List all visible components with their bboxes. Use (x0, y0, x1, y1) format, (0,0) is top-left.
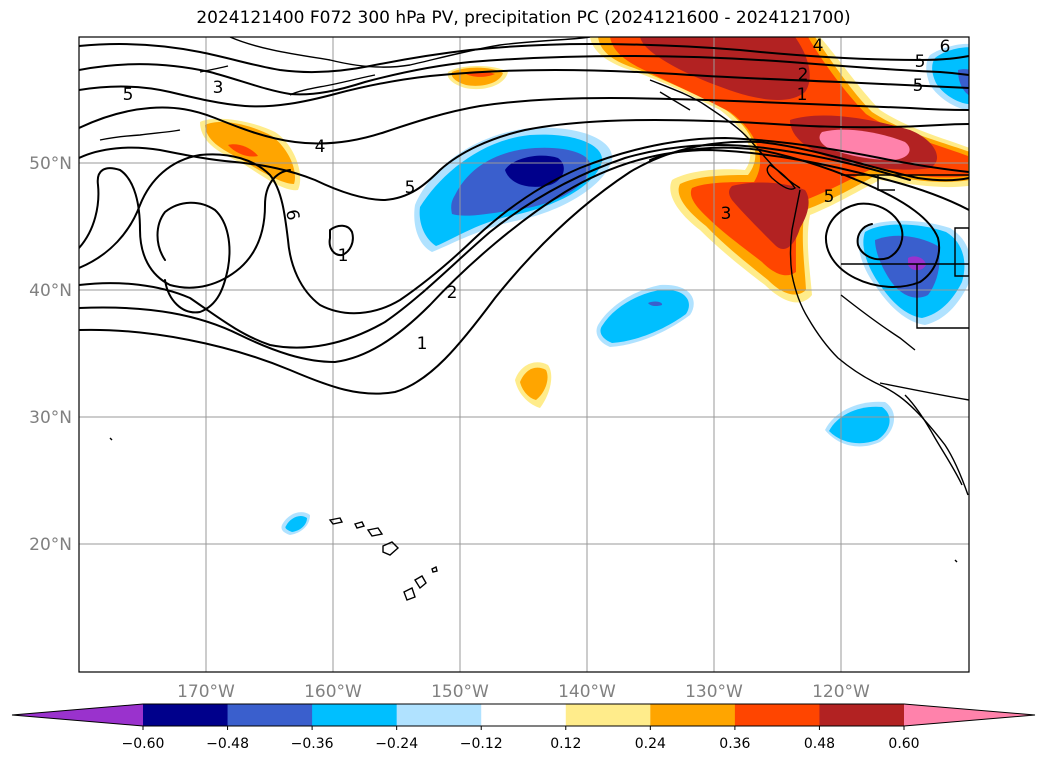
colorbar-swatch (481, 704, 567, 726)
colorbar-swatch (312, 704, 398, 726)
contour-label: 4 (813, 36, 824, 56)
lon-label: 160°W (304, 682, 362, 702)
colorbar-swatch (565, 704, 651, 726)
colorbar-swatch (734, 704, 820, 726)
lat-label: 50°N (29, 154, 72, 174)
map-title: 2024121400 F072 300 hPa PV, precipitatio… (196, 8, 851, 28)
colorbar-extend-low (12, 704, 143, 726)
map-border (78, 36, 970, 673)
contour-label: 2 (447, 283, 458, 303)
contour-labels: 5 3 4 6 5 1 2 1 3 5 2 1 4 5 5 6 (123, 36, 951, 354)
colorbar-tick-label: 0.60 (888, 736, 919, 752)
contour-label: 1 (417, 334, 428, 354)
latitude-labels: 50°N 40°N 30°N 20°N (29, 154, 72, 555)
contour-label: 5 (405, 178, 416, 198)
contour-label: 5 (824, 187, 835, 207)
colorbar-tick-label: −0.36 (291, 736, 334, 752)
colorbar-swatch (650, 704, 736, 726)
lon-label: 140°W (558, 682, 616, 702)
lon-label: 120°W (812, 682, 870, 702)
pv-contours (79, 43, 969, 395)
contour-label: 4 (315, 137, 326, 157)
contour-label: 3 (721, 204, 732, 224)
colorbar-swatch (227, 704, 313, 726)
contour-label: 1 (797, 85, 808, 105)
colorbar-tick-label: 0.24 (635, 736, 666, 752)
lat-label: 30°N (29, 408, 72, 428)
contour-label: 3 (213, 78, 224, 98)
colorbar-swatch (143, 704, 229, 726)
colorbar-tick-label: 0.48 (804, 736, 835, 752)
lon-label: 150°W (431, 682, 489, 702)
gridlines (79, 37, 969, 672)
lat-label: 20°N (29, 535, 72, 555)
contour-label: 1 (338, 246, 349, 266)
coastlines (99, 37, 969, 601)
contour-label: 6 (281, 208, 303, 222)
colorbar-tick-label: −0.48 (206, 736, 249, 752)
contour-label: 5 (123, 85, 134, 105)
colorbar: −0.60 −0.48 −0.36 −0.24 −0.12 0.12 0.24 0.36 0.4… (11, 703, 1036, 752)
colorbar-swatch (819, 704, 905, 726)
contour-label: 5 (915, 52, 926, 72)
colorbar-tick-label: −0.60 (122, 736, 165, 752)
colorbar-tick-label: −0.12 (460, 736, 503, 752)
colorbar-swatch (396, 704, 482, 726)
colorbar-tick-label: −0.24 (375, 736, 418, 752)
contour-label: 6 (940, 37, 951, 57)
lon-label: 170°W (177, 682, 235, 702)
contour-label: 2 (798, 65, 809, 85)
contour-label: 5 (913, 76, 924, 96)
colorbar-tick-label: 0.36 (719, 736, 750, 752)
lat-label: 40°N (29, 281, 72, 301)
colorbar-tick-label: 0.12 (550, 736, 581, 752)
longitude-labels: 170°W 160°W 150°W 140°W 130°W 120°W (177, 682, 870, 702)
colorbar-extend-high (904, 704, 1035, 726)
lon-label: 130°W (685, 682, 743, 702)
